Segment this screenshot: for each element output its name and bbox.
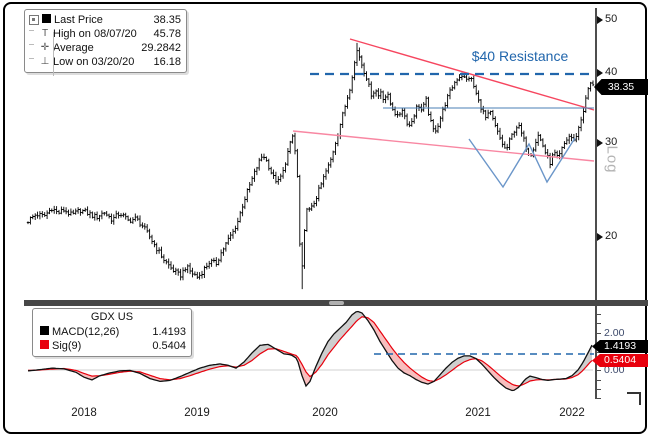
- low-marker-icon: ⊥: [40, 56, 50, 67]
- axis-tick-arrow-icon: [597, 69, 603, 77]
- last-price-badge: 38.35: [594, 79, 648, 95]
- legend-label: High on 08/07/20: [53, 28, 137, 40]
- macd-value-badge: 1.4193: [592, 340, 648, 353]
- legend-row-last-price[interactable]: Last Price 38.35: [29, 13, 181, 27]
- legend-tree-stub: [29, 58, 34, 59]
- macd-legend-title: GDX US: [90, 311, 134, 323]
- legend-label: Average: [53, 42, 94, 54]
- macd-axis-minor-tick: [597, 314, 601, 315]
- price-bars-series: [26, 42, 595, 290]
- upper-trendline: [349, 38, 595, 111]
- macd-axis-minor-tick: [597, 333, 601, 334]
- legend-row-average[interactable]: ✛ Average 29.2842: [29, 41, 181, 55]
- last-price-marker-icon: [41, 14, 51, 23]
- legend-row-low[interactable]: ⊥ Low on 03/20/20 16.18: [29, 55, 181, 69]
- axis-tick-arrow-icon: [597, 139, 603, 147]
- signal-line-series: [27, 316, 593, 387]
- signal-value-badge: 0.5404: [592, 354, 648, 367]
- legend-expander-icon[interactable]: [29, 15, 39, 25]
- legend-label: Last Price: [54, 14, 103, 26]
- axis-tick-arrow-icon: [597, 16, 603, 24]
- macd-axis-minor-tick: [597, 352, 601, 353]
- legend-value: 45.78: [153, 28, 181, 40]
- legend-value: 29.2842: [141, 42, 181, 54]
- resistance-annotation: $40 Resistance: [471, 48, 569, 64]
- price-axis-tick-label: 30: [605, 136, 618, 148]
- signal-marker-icon: [39, 340, 49, 349]
- w-pattern-drawing: [468, 137, 576, 189]
- macd-axis-minor-tick: [597, 370, 601, 371]
- legend-label: Sig(9): [52, 340, 82, 352]
- legend-value: 16.18: [153, 56, 181, 68]
- macd-axis-tick-label: 0.00: [604, 364, 625, 376]
- legend-tree-line: [53, 32, 54, 76]
- legend-value: 38.35: [153, 14, 181, 26]
- legend-tree-stub: [29, 44, 34, 45]
- legend-value: 0.5404: [152, 340, 186, 352]
- macd-legend-box[interactable]: GDX US MACD(12,26) 1.4193 Sig(9) 0.5404: [32, 308, 192, 357]
- macd-marker-icon: [39, 326, 49, 335]
- lower-trendline: [292, 130, 595, 162]
- price-axis-tick-label: 40: [605, 66, 618, 78]
- macd-axis-minor-tick: [597, 323, 601, 324]
- right-axis-line[interactable]: [595, 8, 597, 399]
- price-axis-tick-label: 20: [605, 230, 618, 242]
- legend-row-high[interactable]: T High on 08/07/20 45.78: [29, 27, 181, 41]
- panel-divider-handle[interactable]: [329, 301, 344, 305]
- macd-axis-minor-tick: [597, 398, 601, 399]
- high-marker-icon: T: [41, 28, 49, 39]
- price-legend-box[interactable]: Last Price 38.35 T High on 08/07/20 45.7…: [24, 9, 187, 76]
- axis-corner-mark: [627, 392, 641, 405]
- legend-row-signal[interactable]: Sig(9) 0.5404: [38, 339, 186, 353]
- macd-axis-minor-tick: [597, 380, 601, 381]
- average-marker-icon: ✛: [40, 42, 50, 53]
- legend-row-macd[interactable]: MACD(12,26) 1.4193: [38, 325, 186, 339]
- price-axis-tick-label: 50: [605, 13, 618, 25]
- log-scale-label: Log: [603, 145, 621, 174]
- legend-tree-stub: [29, 30, 34, 31]
- legend-value: 1.4193: [152, 326, 186, 338]
- macd-axis-tick-label: 2.00: [604, 327, 625, 339]
- axis-tick-arrow-icon: [597, 233, 603, 241]
- macd-axis-minor-tick: [597, 389, 601, 390]
- legend-label: Low on 03/20/20: [53, 56, 135, 68]
- macd-line-series: [27, 310, 593, 392]
- legend-label: MACD(12,26): [52, 326, 120, 338]
